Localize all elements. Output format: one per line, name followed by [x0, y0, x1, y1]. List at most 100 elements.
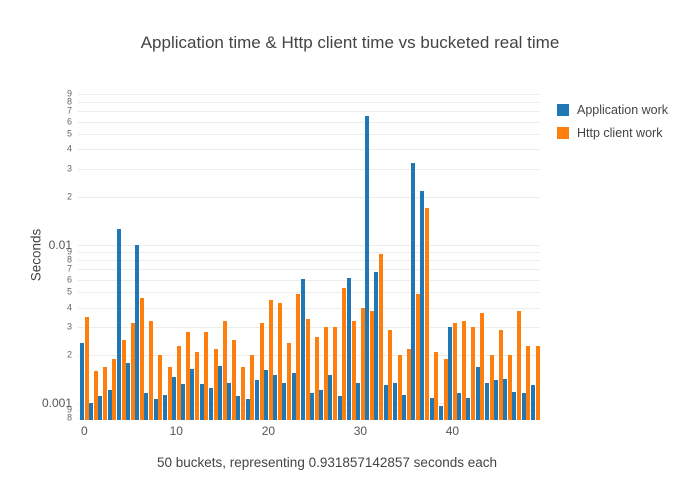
bar-http-9[interactable]: [167, 366, 172, 420]
bar-application-28[interactable]: [337, 396, 342, 420]
bar-http-19[interactable]: [259, 323, 264, 420]
legend-item-http-client-work[interactable]: Http client work: [557, 126, 668, 140]
bar-http-7[interactable]: [149, 320, 154, 420]
bar-application-17[interactable]: [236, 396, 241, 420]
bar-application-29[interactable]: [346, 277, 351, 420]
bar-application-20[interactable]: [264, 370, 268, 420]
bar-application-43[interactable]: [475, 366, 480, 420]
bar-http-34[interactable]: [397, 355, 402, 420]
bar-application-14[interactable]: [208, 388, 213, 420]
bar-application-49[interactable]: [530, 384, 535, 420]
bar-http-0[interactable]: [84, 316, 89, 420]
bar-application-16[interactable]: [227, 382, 232, 420]
bar-application-6[interactable]: [135, 244, 140, 420]
bar-http-24[interactable]: [305, 318, 310, 420]
bar-application-2[interactable]: [98, 396, 103, 420]
bar-http-3[interactable]: [112, 358, 117, 420]
bar-http-20[interactable]: [268, 299, 273, 420]
bar-http-23[interactable]: [296, 293, 301, 420]
bar-application-30[interactable]: [356, 383, 360, 420]
bar-application-48[interactable]: [521, 393, 526, 420]
bar-application-10[interactable]: [172, 376, 176, 420]
bar-application-25[interactable]: [310, 392, 314, 420]
bar-application-36[interactable]: [411, 162, 416, 420]
bar-http-21[interactable]: [277, 302, 282, 420]
bar-http-44[interactable]: [489, 355, 494, 420]
bar-http-2[interactable]: [103, 366, 108, 420]
bar-application-0[interactable]: [80, 342, 84, 420]
bar-http-37[interactable]: [425, 208, 430, 420]
bar-application-26[interactable]: [319, 389, 324, 420]
bar-application-37[interactable]: [420, 190, 425, 420]
bar-http-11[interactable]: [185, 332, 190, 420]
bar-http-29[interactable]: [351, 320, 356, 420]
bar-application-3[interactable]: [107, 390, 112, 420]
bar-http-35[interactable]: [406, 348, 411, 420]
bar-application-31[interactable]: [365, 116, 370, 420]
bar-application-8[interactable]: [153, 398, 158, 420]
bar-http-15[interactable]: [222, 320, 227, 420]
bar-application-21[interactable]: [273, 375, 278, 420]
bar-http-40[interactable]: [452, 323, 457, 420]
bar-application-34[interactable]: [392, 383, 397, 420]
bar-application-12[interactable]: [190, 368, 195, 420]
bar-application-22[interactable]: [282, 383, 287, 420]
bar-application-4[interactable]: [116, 228, 121, 420]
bar-http-28[interactable]: [342, 288, 347, 420]
bar-application-32[interactable]: [374, 272, 379, 420]
bar-http-6[interactable]: [139, 298, 144, 420]
bar-http-46[interactable]: [507, 355, 512, 420]
bar-application-5[interactable]: [126, 362, 130, 420]
bar-application-38[interactable]: [429, 397, 434, 420]
bar-application-45[interactable]: [494, 379, 498, 420]
bar-http-45[interactable]: [498, 329, 503, 420]
bar-http-49[interactable]: [535, 345, 540, 420]
bar-application-42[interactable]: [466, 398, 471, 420]
bar-application-7[interactable]: [144, 393, 149, 420]
bar-application-33[interactable]: [383, 385, 388, 420]
bar-http-18[interactable]: [250, 355, 255, 420]
bar-http-42[interactable]: [471, 327, 476, 420]
bar-application-24[interactable]: [300, 278, 305, 420]
bar-http-5[interactable]: [130, 323, 135, 420]
bar-application-15[interactable]: [218, 366, 222, 420]
bar-http-26[interactable]: [323, 327, 328, 420]
bar-application-1[interactable]: [89, 402, 94, 420]
bar-http-16[interactable]: [231, 340, 236, 420]
bar-application-41[interactable]: [457, 393, 462, 420]
bar-application-46[interactable]: [503, 379, 508, 420]
bar-http-39[interactable]: [443, 358, 448, 420]
bar-http-43[interactable]: [480, 313, 485, 420]
bar-http-12[interactable]: [195, 351, 200, 420]
bar-application-47[interactable]: [512, 392, 517, 420]
bar-http-30[interactable]: [360, 307, 365, 420]
bar-http-25[interactable]: [314, 337, 319, 420]
bar-http-33[interactable]: [388, 329, 393, 420]
bar-http-32[interactable]: [379, 254, 384, 420]
bar-http-8[interactable]: [158, 355, 163, 420]
bar-application-13[interactable]: [199, 384, 204, 420]
bar-application-40[interactable]: [448, 327, 452, 420]
bar-application-18[interactable]: [245, 398, 250, 420]
bar-application-11[interactable]: [181, 384, 186, 420]
bar-http-41[interactable]: [461, 320, 466, 420]
bar-application-23[interactable]: [291, 372, 296, 420]
bar-http-4[interactable]: [121, 340, 126, 420]
bar-http-38[interactable]: [434, 351, 439, 420]
bar-http-27[interactable]: [333, 327, 338, 420]
legend-item-application-work[interactable]: Application work: [557, 103, 668, 117]
bar-http-1[interactable]: [93, 370, 98, 420]
bar-application-27[interactable]: [328, 374, 333, 420]
bar-application-9[interactable]: [162, 394, 167, 420]
bar-http-47[interactable]: [517, 311, 522, 420]
bar-http-31[interactable]: [369, 311, 374, 420]
bar-http-14[interactable]: [213, 348, 218, 420]
bar-application-39[interactable]: [438, 405, 443, 420]
bar-http-22[interactable]: [287, 342, 292, 420]
bar-application-19[interactable]: [254, 380, 259, 420]
bar-application-44[interactable]: [484, 383, 489, 420]
bar-http-13[interactable]: [204, 332, 209, 420]
bar-http-48[interactable]: [526, 345, 531, 420]
bar-application-35[interactable]: [402, 395, 406, 420]
bar-http-17[interactable]: [241, 366, 246, 420]
